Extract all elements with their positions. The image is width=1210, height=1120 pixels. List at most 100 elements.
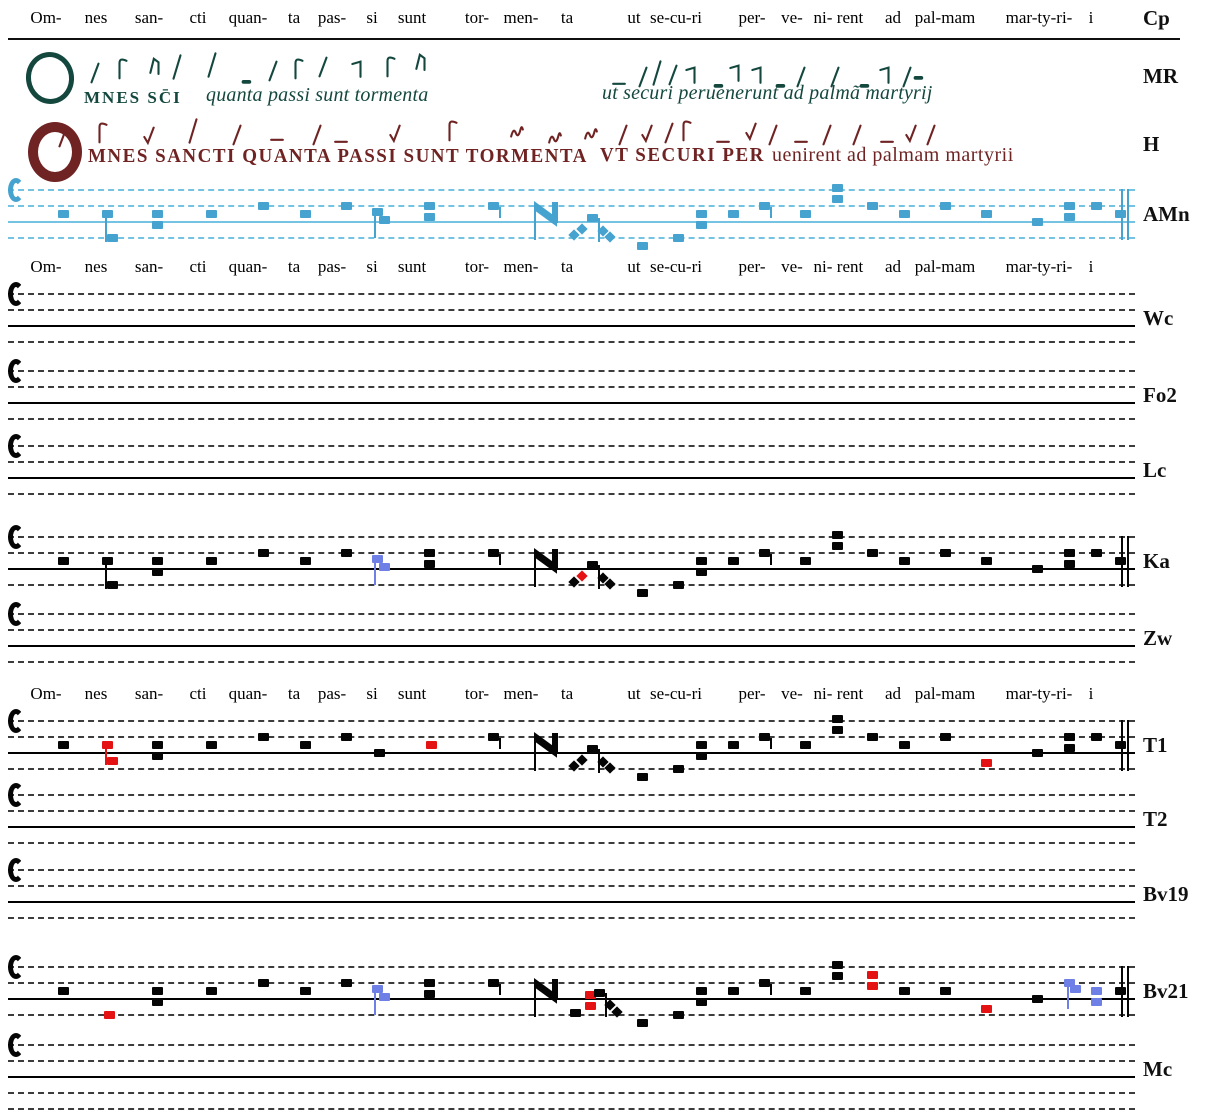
syllable: se-cu-ri (650, 684, 702, 703)
source-label-Fo2: Fo2 (1143, 383, 1177, 407)
neume-mark (612, 72, 626, 103)
source-label-MR: MR (1143, 64, 1178, 88)
note-punctum (107, 234, 118, 242)
note-punctum (152, 998, 163, 1006)
neume-mark (774, 74, 788, 105)
neume-mark (96, 120, 110, 151)
note-punctum (940, 549, 951, 557)
note-punctum (728, 741, 739, 749)
note-punctum (832, 726, 843, 734)
c-clef-icon (8, 709, 24, 733)
porrectus-upstroke (552, 549, 558, 570)
note-punctum (107, 581, 118, 589)
note-punctum (728, 557, 739, 565)
staff-line-solid (8, 221, 1135, 223)
note-punctum (696, 998, 707, 1006)
note-punctum (1064, 560, 1075, 568)
note-punctum (152, 210, 163, 218)
neume-mark (744, 120, 758, 151)
note-punctum (940, 987, 951, 995)
note-punctum (102, 557, 113, 565)
staff-line-solid (8, 477, 1135, 479)
note-punctum (58, 210, 69, 218)
note-punctum (379, 993, 390, 1001)
staff-Lc (8, 434, 1135, 516)
note-punctum (1064, 549, 1075, 557)
note-punctum (152, 221, 163, 229)
end-barline (1127, 536, 1129, 587)
source-label-Ka: Ka (1143, 549, 1170, 573)
neume-mark (205, 52, 219, 83)
staff-line-dashed (8, 613, 1135, 615)
staff-line-dashed (8, 966, 1135, 968)
note-punctum (379, 563, 390, 571)
note-stem (499, 554, 501, 565)
note-punctum (258, 979, 269, 987)
note-punctum (981, 759, 992, 767)
neume-mark (666, 62, 680, 93)
note-punctum (424, 979, 435, 987)
neume-mark (712, 74, 726, 105)
syllable: nes (84, 684, 108, 703)
syllable: ad (884, 684, 902, 703)
staff-Ka (8, 525, 1135, 607)
note-punctum (899, 987, 910, 995)
c-clef-icon (8, 602, 24, 626)
note-punctum (899, 210, 910, 218)
note-punctum (696, 557, 707, 565)
neume-mark (662, 120, 676, 151)
staff-line-solid (8, 826, 1135, 828)
note-punctum (1115, 210, 1126, 218)
neume-mark (680, 118, 694, 149)
staff-line-dashed (8, 418, 1135, 420)
note-punctum (637, 773, 648, 781)
syllable: quan- (228, 257, 268, 276)
note-punctum (832, 715, 843, 723)
note-punctum (1115, 741, 1126, 749)
c-clef-icon (8, 783, 24, 807)
neume-mark (142, 124, 156, 155)
note-punctum (341, 733, 352, 741)
note-punctum (981, 1005, 992, 1013)
staff-line-dashed (8, 445, 1135, 447)
syllable: tor- (464, 684, 490, 703)
neume-mark (240, 70, 254, 101)
mr-text-rest: quanta passi sunt tormenta (206, 84, 429, 106)
note-punctum (1064, 202, 1075, 210)
neume-mark (684, 64, 698, 95)
syllable: san- (134, 8, 164, 27)
note-stem (770, 207, 772, 218)
note-punctum (1091, 202, 1102, 210)
staff-line-dashed (8, 1108, 1135, 1110)
note-punctum (488, 549, 499, 557)
source-label-AMn: AMn (1143, 202, 1190, 226)
source-label-Mc: Mc (1143, 1057, 1173, 1081)
neume-mark (510, 120, 524, 151)
neume-mark (446, 118, 460, 149)
note-punctum (981, 210, 992, 218)
note-punctum (832, 972, 843, 980)
note-punctum (424, 990, 435, 998)
syllable: quan- (228, 684, 268, 703)
note-punctum (800, 987, 811, 995)
neume-mark (820, 122, 834, 153)
staff-Bv19 (8, 858, 1135, 940)
syllable: cti (189, 257, 207, 276)
staff-line-dashed (8, 461, 1135, 463)
note-punctum (300, 741, 311, 749)
end-barline (1127, 720, 1129, 771)
staff-T2 (8, 783, 1135, 865)
staff-line-dashed (8, 720, 1135, 722)
note-punctum (832, 195, 843, 203)
syllable: ve- (781, 684, 803, 703)
staff-line-dashed (8, 189, 1135, 191)
note-punctum (58, 987, 69, 995)
syllable: ni- (813, 8, 833, 27)
syllable: pal-mam (914, 684, 976, 703)
note-punctum (206, 987, 217, 995)
staff-line-dashed (8, 536, 1135, 538)
staff-Zw (8, 602, 1135, 684)
note-punctum (258, 733, 269, 741)
note-punctum (800, 741, 811, 749)
neume-mark (316, 54, 330, 85)
